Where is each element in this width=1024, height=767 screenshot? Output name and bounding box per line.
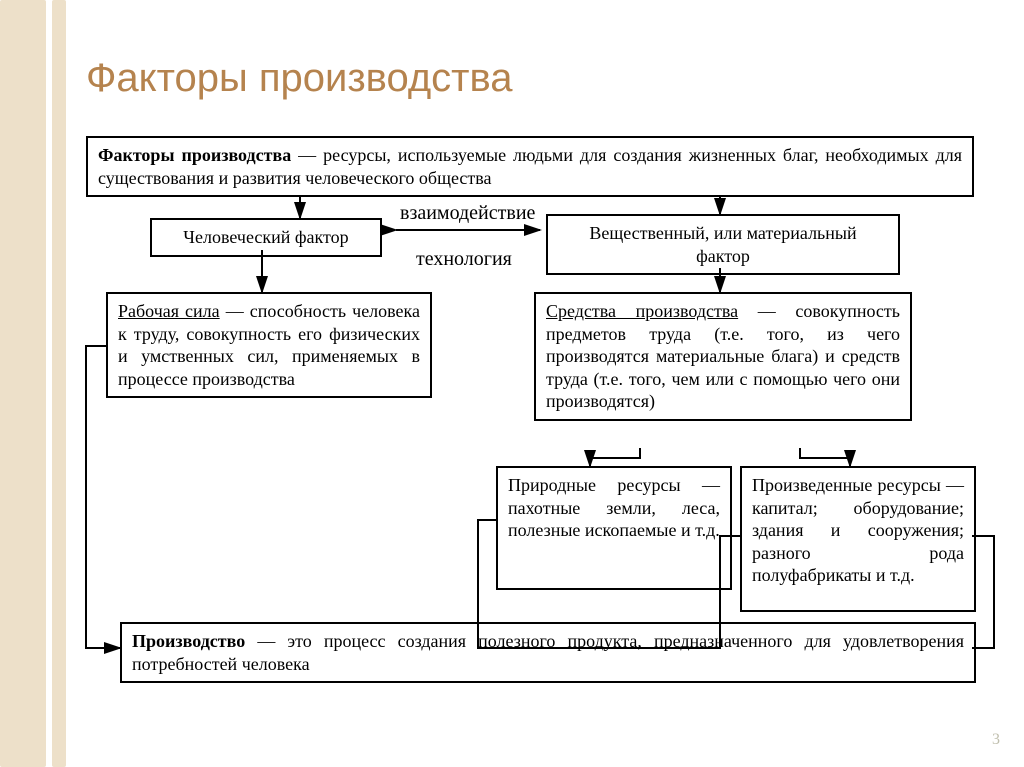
box-root: Факторы производства — ресурсы, использу… (86, 136, 974, 197)
label-interaction-top: взаимодействие (400, 202, 535, 225)
box-means: Средства производства — совокупность пре… (534, 292, 912, 421)
box-human: Человеческий фактор (150, 218, 382, 257)
box-labor-underline: Рабочая сила (118, 301, 220, 321)
box-root-bold: Факторы производства (98, 145, 291, 165)
page-title: Факторы производства (86, 56, 513, 101)
box-material-line1: Вещественный, или материальный (589, 223, 856, 243)
label-interaction-bottom: технология (416, 248, 512, 271)
decor-bar-1 (0, 0, 46, 767)
box-labor: Рабочая сила — способность человека к тр… (106, 292, 432, 398)
slide-number: 3 (992, 731, 1000, 749)
box-production-bold: Производство (132, 631, 245, 651)
box-material-line2: фактор (696, 246, 750, 266)
box-means-underline: Средства производства (546, 301, 738, 321)
box-produced: Произведенные ресурсы — капитал; оборудо… (740, 466, 976, 612)
box-production-rest: — это процесс создания полезного продукт… (132, 631, 964, 674)
box-material: Вещественный, или материальный фактор (546, 214, 900, 275)
box-natural: Природные ресурсы — пахотные земли, леса… (496, 466, 732, 590)
box-production: Производство — это процесс создания поле… (120, 622, 976, 683)
decor-bar-2 (52, 0, 66, 767)
